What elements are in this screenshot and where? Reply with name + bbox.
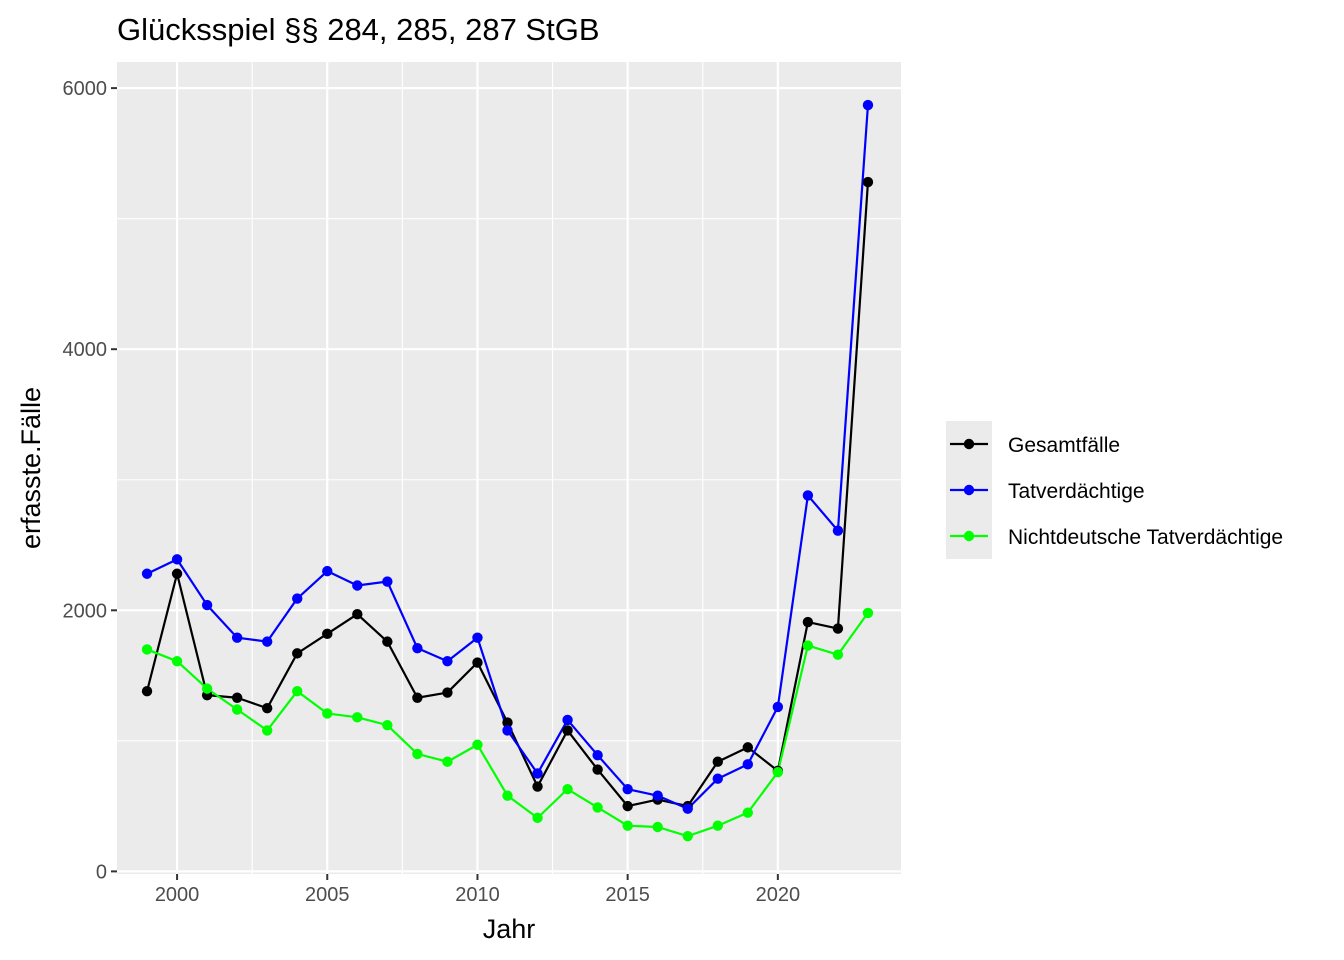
data-point-0-2009 [442, 687, 453, 698]
plot-panel [117, 62, 901, 874]
legend-key-point [963, 530, 975, 542]
data-point-0-1999 [141, 686, 153, 697]
data-point-0-2002 [231, 692, 243, 703]
data-point-0-2010 [472, 657, 483, 668]
x-axis-title: Jahr [483, 914, 536, 944]
y-tick-label: 2000 [63, 600, 108, 622]
data-point-0-2019 [742, 742, 754, 753]
data-point-2-2019 [742, 807, 754, 818]
data-point-0-2018 [712, 756, 723, 767]
data-point-1-2006 [352, 580, 363, 591]
y-tick-label: 6000 [63, 78, 108, 100]
data-point-0-2012 [532, 781, 543, 792]
data-point-2-2000 [171, 656, 183, 667]
data-point-1-2010 [472, 632, 483, 643]
data-point-0-2004 [292, 648, 303, 659]
data-point-1-2017 [682, 803, 693, 814]
data-point-1-2009 [442, 656, 453, 667]
data-point-1-2015 [622, 783, 633, 795]
minor-gridlines [117, 62, 901, 874]
legend-label: Tatverdächtige [1008, 480, 1145, 503]
x-axis: 2000 2005 2010 2015 2020 [155, 874, 800, 906]
y-axis-title: erfasste.Fälle [16, 387, 46, 549]
data-point-1-2005 [322, 565, 333, 577]
data-point-0-2000 [171, 568, 183, 579]
data-point-1-2014 [592, 750, 603, 761]
data-point-2-2014 [592, 802, 603, 813]
data-point-1-2019 [742, 759, 754, 770]
data-point-1-2016 [652, 790, 663, 801]
data-point-2-2010 [472, 739, 483, 750]
data-point-0-2007 [382, 636, 393, 647]
data-point-2-2011 [502, 790, 513, 801]
data-point-0-2008 [412, 692, 423, 703]
series-points [141, 99, 874, 842]
data-point-1-2007 [382, 576, 393, 587]
data-point-0-2021 [802, 616, 814, 628]
data-point-2-2003 [261, 725, 273, 736]
legend-label: Gesamtfälle [1008, 434, 1120, 457]
data-point-2-2007 [382, 719, 393, 731]
x-tick-label: 2010 [455, 884, 500, 906]
data-point-2-2023 [862, 607, 874, 619]
data-point-1-2001 [201, 599, 213, 611]
data-point-1-2000 [171, 554, 183, 565]
data-point-1-2022 [832, 525, 844, 536]
data-point-1-2012 [532, 768, 543, 779]
data-point-0-2013 [562, 725, 573, 736]
data-point-2-2020 [772, 766, 784, 778]
data-point-2-2015 [622, 820, 633, 831]
data-point-2-2017 [682, 830, 693, 842]
data-point-1-2003 [261, 636, 273, 647]
data-point-2-2012 [532, 812, 543, 824]
data-point-1-2004 [292, 593, 303, 604]
y-axis: 0 2000 4000 6000 [63, 78, 117, 883]
legend: Gesamtfälle Tatverdächtige Nichtdeutsche T… [946, 421, 1283, 559]
legend-key-point [963, 438, 975, 450]
data-point-2-2009 [442, 756, 453, 767]
x-tick-label: 2020 [756, 884, 801, 906]
data-point-1-2002 [231, 632, 243, 643]
legend-key-point [963, 484, 975, 496]
data-point-0-2022 [832, 623, 844, 634]
data-point-2-2002 [231, 704, 243, 715]
data-point-1-2021 [802, 490, 814, 501]
data-point-2-2021 [802, 640, 814, 651]
data-point-0-2005 [322, 628, 333, 639]
data-point-1-2011 [502, 725, 513, 736]
data-point-1-2008 [412, 642, 423, 654]
data-point-2-2013 [562, 783, 573, 795]
data-point-2-2005 [322, 708, 333, 719]
data-point-2-1999 [141, 644, 153, 655]
data-point-0-2003 [261, 703, 273, 714]
data-point-1-2023 [862, 99, 874, 111]
x-tick-label: 2005 [305, 884, 350, 906]
y-tick-label: 4000 [63, 339, 108, 361]
data-point-0-2014 [592, 764, 603, 775]
data-point-2-2016 [652, 821, 663, 833]
data-point-2-2004 [292, 686, 303, 697]
x-tick-label: 2000 [155, 884, 200, 906]
data-point-2-2008 [412, 748, 423, 760]
data-point-1-2013 [562, 714, 573, 726]
major-gridlines [117, 62, 901, 874]
y-tick-label: 0 [96, 861, 107, 883]
data-point-2-2018 [712, 820, 723, 831]
chart-title: Glücksspiel §§ 284, 285, 287 StGB [117, 12, 600, 47]
data-point-0-2023 [862, 176, 874, 188]
data-point-2-2022 [832, 649, 844, 660]
data-point-2-2001 [201, 683, 213, 694]
x-tick-label: 2015 [605, 884, 650, 906]
data-point-0-2011 [502, 717, 513, 728]
legend-label: Nichtdeutsche Tatverdächtige [1008, 526, 1283, 549]
data-point-1-1999 [141, 568, 153, 579]
data-point-0-2015 [622, 800, 633, 812]
data-point-1-2020 [772, 701, 784, 713]
data-point-0-2006 [352, 609, 363, 620]
data-point-1-2018 [712, 773, 723, 784]
data-point-2-2006 [352, 712, 363, 723]
